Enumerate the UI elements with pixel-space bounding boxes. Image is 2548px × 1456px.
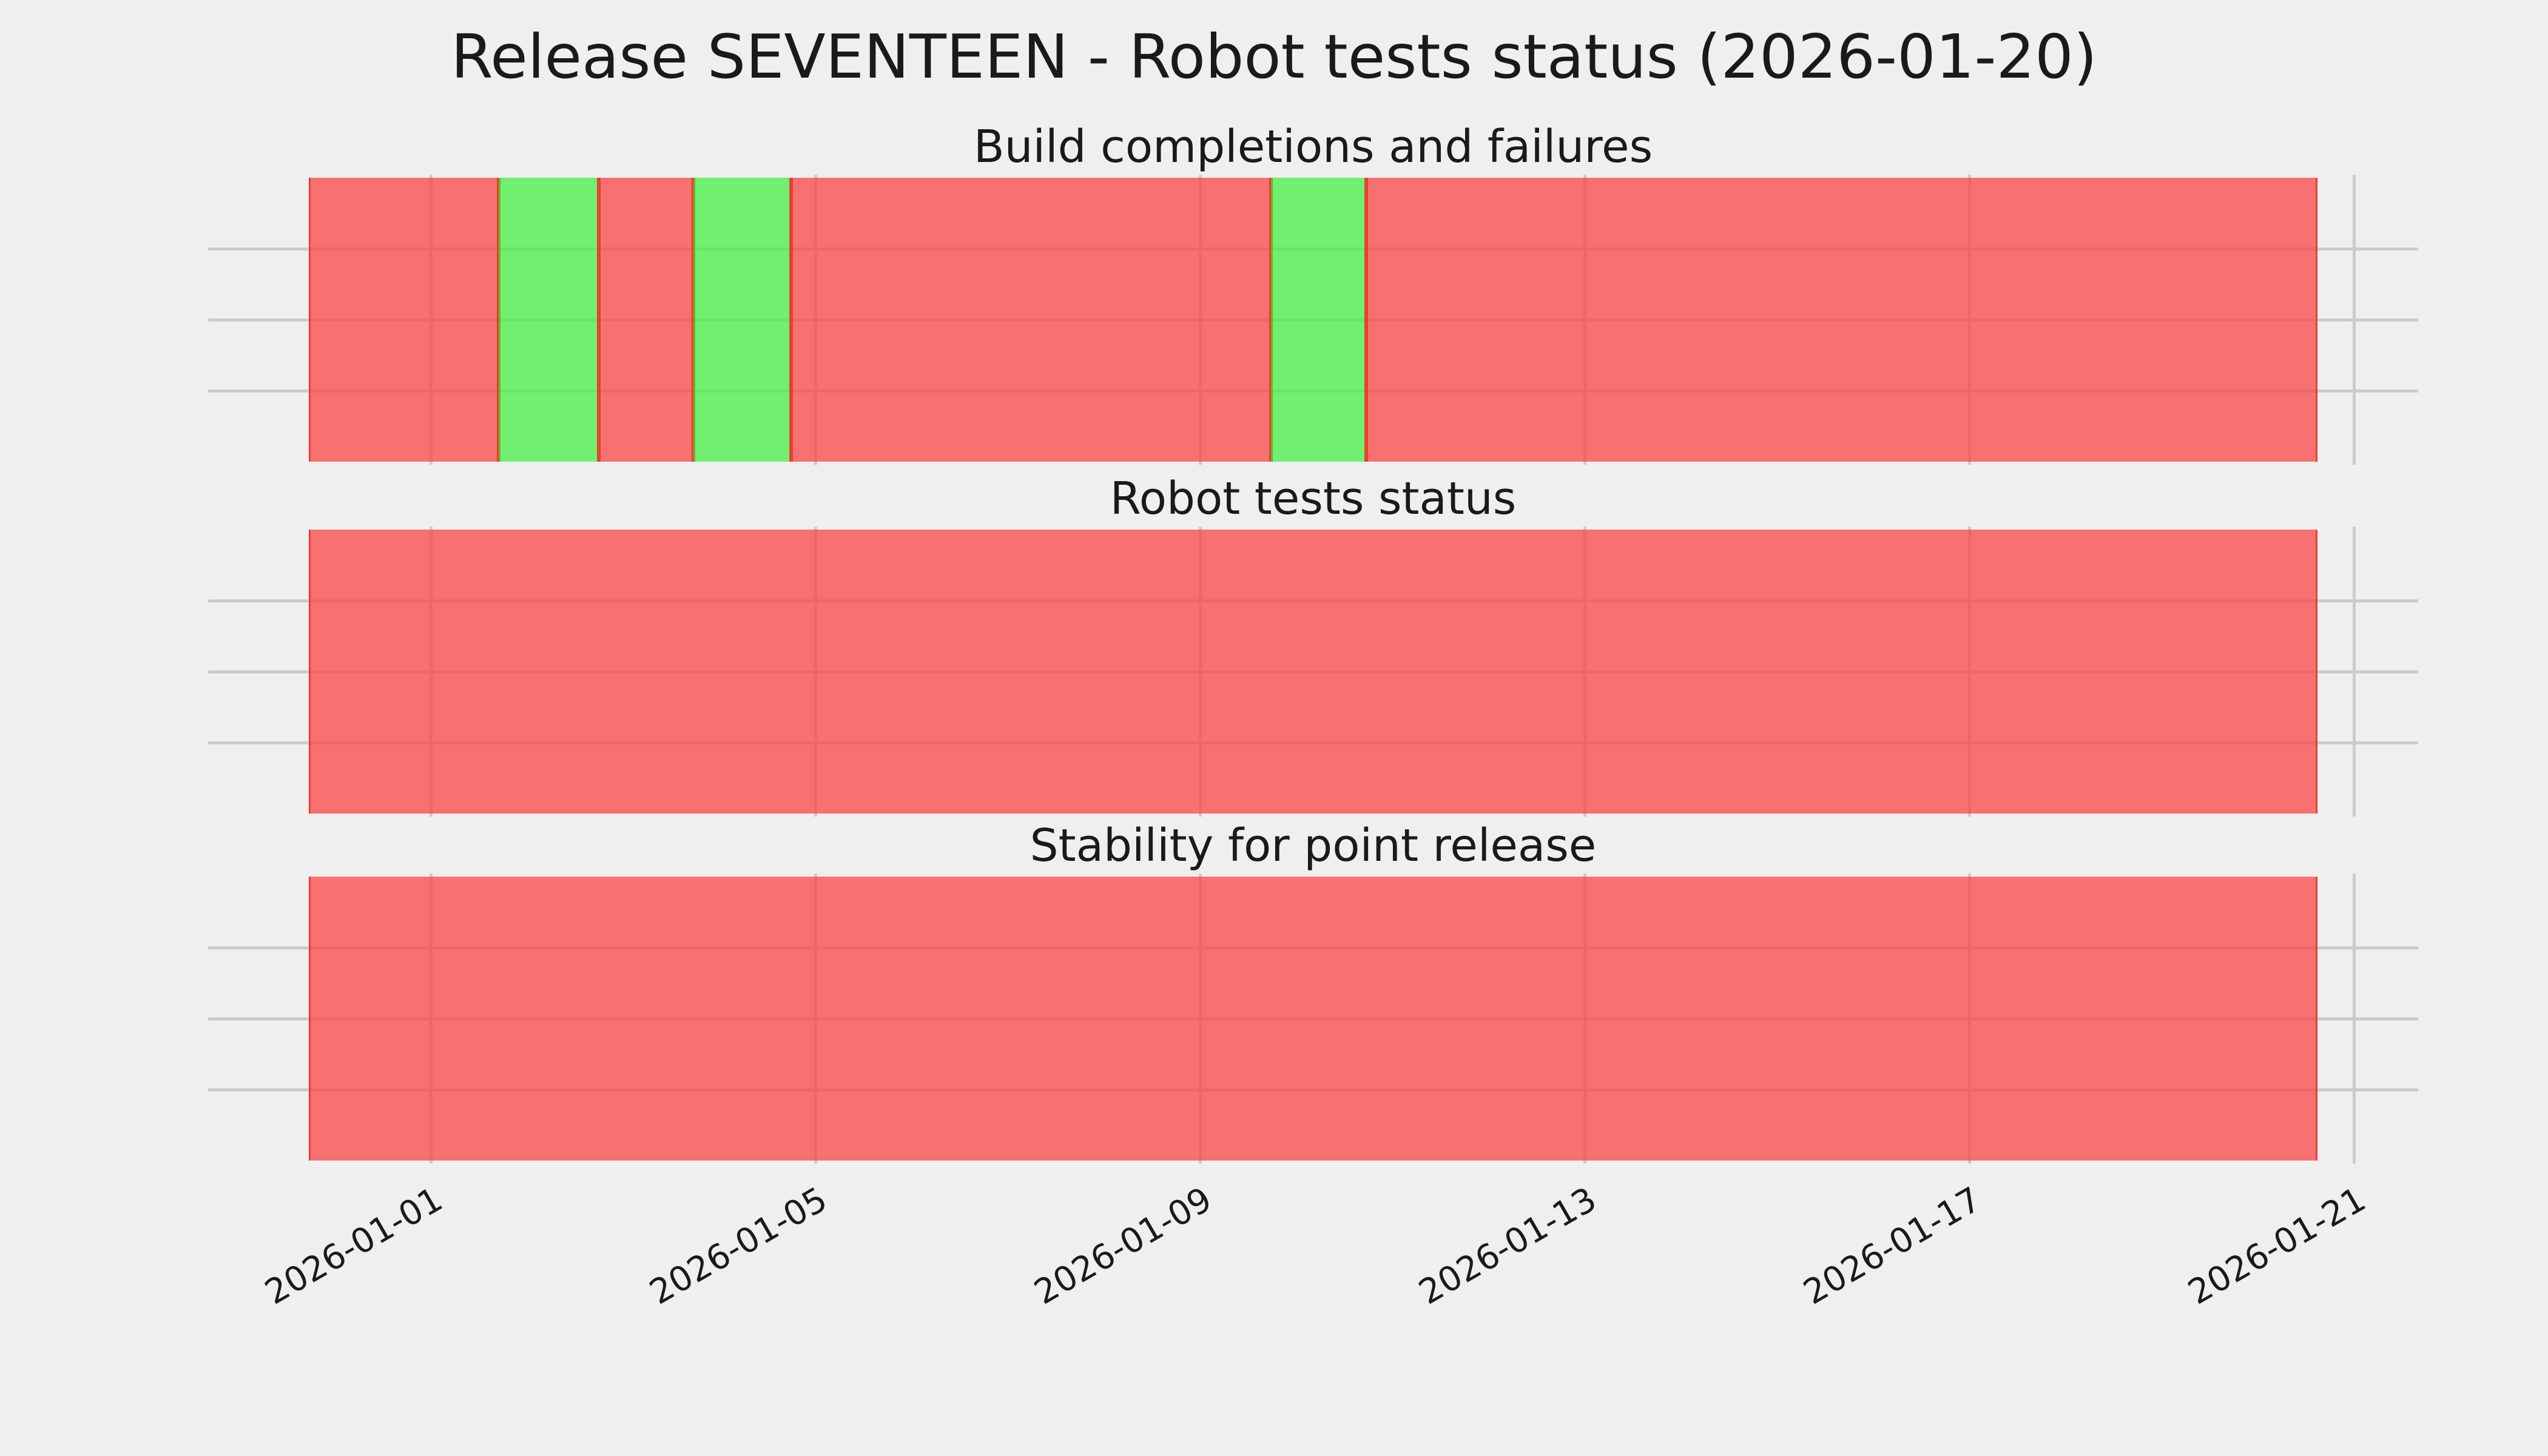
panel-plot-build-completions — [208, 175, 2418, 465]
status-segment-success — [499, 178, 599, 462]
panel-subtitle-build-completions: Build completions and failures — [973, 121, 1653, 173]
status-segment-failure — [791, 178, 1272, 462]
status-bar — [308, 530, 2318, 814]
panel-plot-robot-tests — [208, 527, 2418, 817]
status-segment-failure — [1366, 178, 2318, 462]
status-bar — [308, 178, 2318, 462]
x-tick-label: 2026-01-09 — [1028, 1179, 1219, 1313]
status-segment-success — [693, 178, 792, 462]
vertical-gridline — [2352, 874, 2356, 1164]
x-tick-label: 2026-01-05 — [643, 1179, 834, 1313]
vertical-gridline — [2352, 527, 2356, 817]
x-tick-label: 2026-01-21 — [2181, 1179, 2373, 1313]
status-segment-failure — [599, 178, 693, 462]
vertical-gridline — [2352, 175, 2356, 465]
panel-subtitle-stability: Stability for point release — [1030, 820, 1597, 872]
panel-plot-stability — [208, 874, 2418, 1164]
figure-title: Release SEVENTEEN - Robot tests status (… — [451, 21, 2097, 92]
x-tick-label: 2026-01-01 — [258, 1179, 450, 1313]
x-tick-label: 2026-01-17 — [1797, 1179, 1988, 1313]
x-tick-label: 2026-01-13 — [1412, 1179, 1603, 1313]
status-segment-failure — [308, 530, 2318, 814]
status-segment-success — [1271, 178, 1366, 462]
status-segment-failure — [308, 178, 499, 462]
panel-subtitle-robot-tests: Robot tests status — [1110, 473, 1517, 525]
status-bar — [308, 877, 2318, 1161]
status-segment-failure — [308, 877, 2318, 1161]
